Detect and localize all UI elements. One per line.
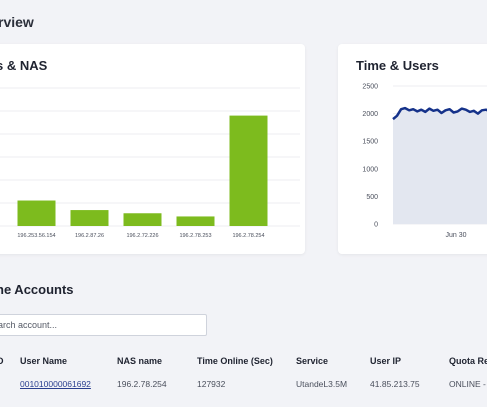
y-tick-label: 2500 <box>362 84 378 91</box>
y-tick-label: 2000 <box>362 111 378 118</box>
row-nas-name: 196.2.78.254 <box>117 379 167 389</box>
search-account-input[interactable] <box>0 314 207 336</box>
bar <box>176 216 215 226</box>
series-line <box>392 106 487 121</box>
bar <box>229 115 268 226</box>
row-quota: ONLINE - <box>449 379 486 389</box>
row-user-ip: 41.85.213.75 <box>370 379 420 389</box>
x-tick-label: 196.253.56.154 <box>17 233 55 239</box>
y-tick-label: 1000 <box>362 166 378 173</box>
y-tick-label: 500 <box>366 194 378 201</box>
x-tick-label: 196.2.87.26 <box>75 233 104 239</box>
y-tick-label: 1500 <box>362 139 378 146</box>
online-accounts-title: ne Accounts <box>0 282 74 297</box>
x-tick-label: Jun 30 <box>445 232 466 239</box>
row-time-online: 127932 <box>197 379 226 389</box>
x-tick-label: 196.2.72.226 <box>126 233 158 239</box>
bar <box>123 213 162 226</box>
row-user-name-link[interactable]: 001010000061692 <box>20 379 91 389</box>
x-tick-label: 196.2.78.254 <box>232 233 264 239</box>
nas-chart-card: s & NAS 196.253.56.154 196.2.87.26 196.2.7… <box>0 44 305 254</box>
row-service: UtandeL3.5M <box>296 379 348 389</box>
area-fill <box>393 108 487 224</box>
nas-chart-title: s & NAS <box>0 58 48 73</box>
column-header-user-ip[interactable]: User IP <box>370 356 402 366</box>
time-users-card: Time & Users 0 500 1000 1500 2000 2500 Jun 30 <box>338 44 487 254</box>
column-header-service[interactable]: Service <box>296 356 329 366</box>
column-header-user-name[interactable]: User Name <box>20 356 68 366</box>
page-title: rview <box>0 14 34 30</box>
nas-bar-chart: 196.253.56.154 196.2.87.26 196.2.72.226 196… <box>0 87 300 239</box>
bar <box>70 210 109 226</box>
column-header-id[interactable]: D <box>0 356 4 366</box>
time-users-area-chart: 0 500 1000 1500 2000 2500 Jun 30 <box>362 84 487 239</box>
time-users-title: Time & Users <box>356 58 439 73</box>
x-tick-label: 196.2.78.253 <box>179 233 211 239</box>
bar <box>17 200 56 226</box>
column-header-quota[interactable]: Quota Re <box>449 356 487 366</box>
column-header-nas-name[interactable]: NAS name <box>117 356 163 366</box>
y-tick-label: 0 <box>374 222 378 229</box>
column-header-time-online[interactable]: Time Online (Sec) <box>197 356 273 366</box>
